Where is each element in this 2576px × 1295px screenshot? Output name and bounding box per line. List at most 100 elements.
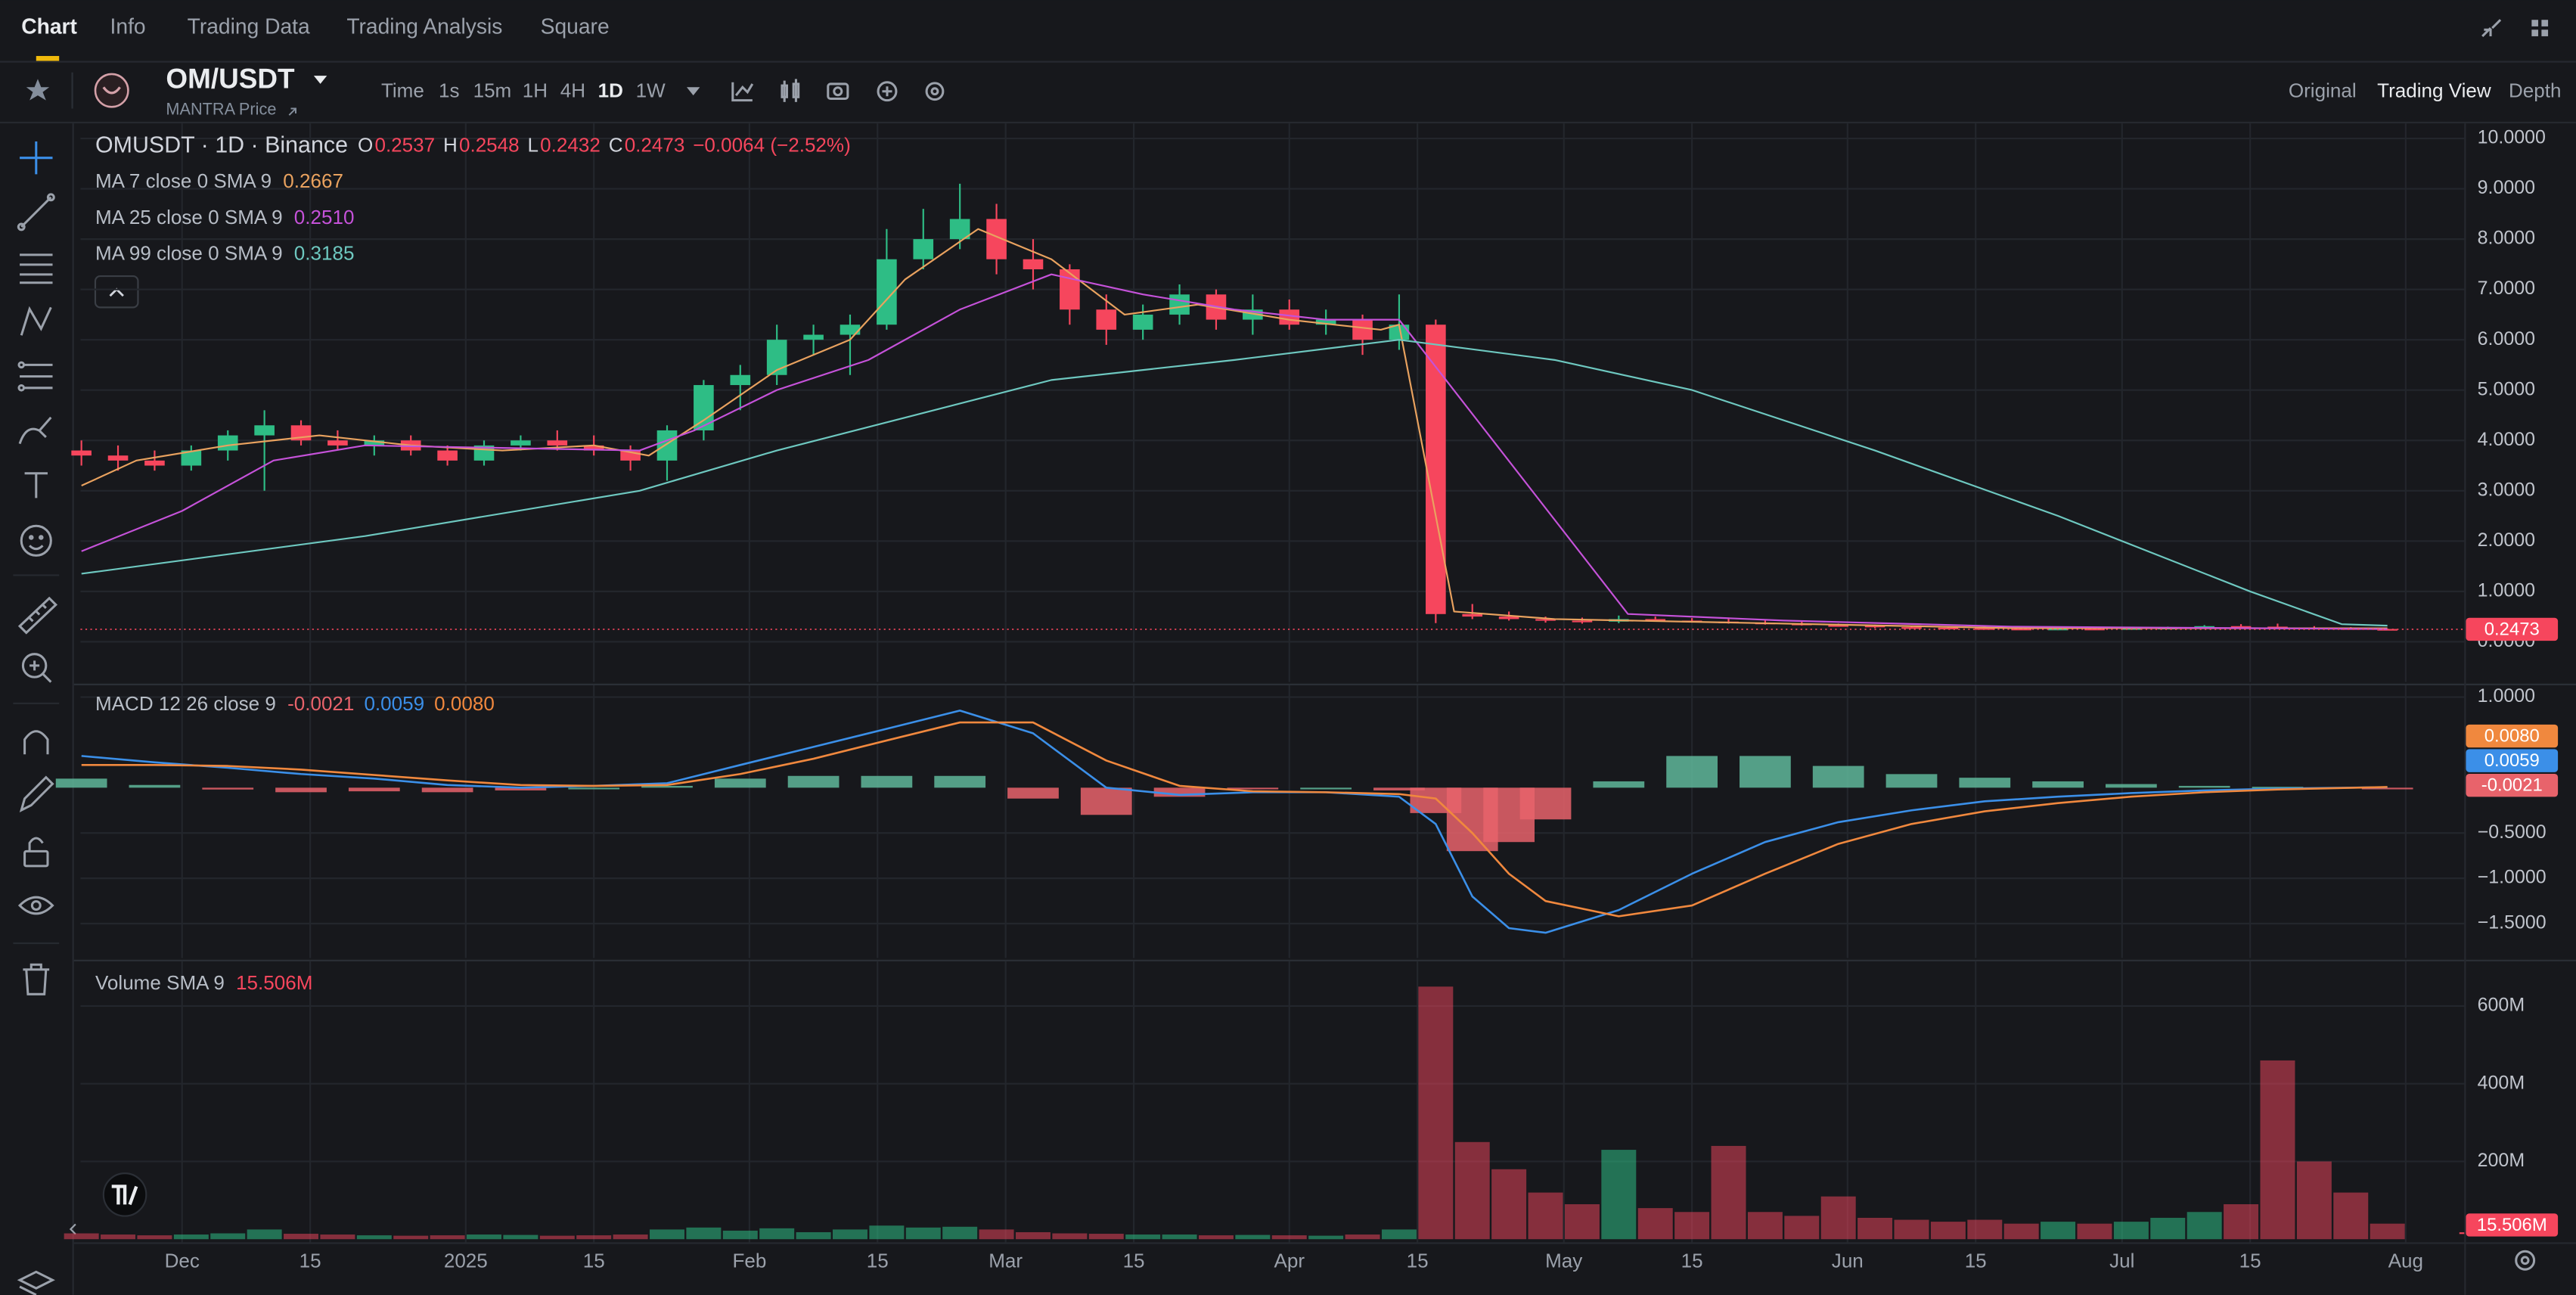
histogram-bar <box>787 775 840 788</box>
indicator-title: Volume SMA 9 <box>95 971 225 994</box>
histogram-bar <box>1519 787 1572 820</box>
layers-icon[interactable] <box>17 1270 55 1295</box>
histogram-bar <box>714 778 766 788</box>
drawing-mode-tool[interactable] <box>19 775 54 812</box>
histogram-label-bg <box>2466 773 2559 797</box>
tab[interactable]: Chart <box>21 14 77 39</box>
last-price-label: 0.2473 <box>2484 619 2540 639</box>
histogram-bar <box>1666 756 1718 788</box>
symbol[interactable]: OM/USDT <box>166 63 295 94</box>
candle-body <box>2011 629 2031 631</box>
view-option[interactable]: Trading View <box>2377 79 2491 102</box>
pattern-tool[interactable] <box>20 306 52 336</box>
ruler-tool[interactable] <box>17 596 58 635</box>
candle-body <box>949 219 970 240</box>
delete-tool[interactable] <box>23 963 50 995</box>
settings-icon[interactable] <box>925 82 945 101</box>
volume-bar <box>467 1234 502 1240</box>
collapse-legend-button[interactable] <box>94 275 139 309</box>
token-logo <box>94 73 129 108</box>
volume-bar <box>1052 1233 1088 1240</box>
volume-bar <box>430 1235 465 1240</box>
candle-body <box>107 455 129 461</box>
crosshair-tool[interactable] <box>20 141 53 175</box>
histogram-bar <box>1959 778 2011 788</box>
volume-bar <box>284 1234 319 1240</box>
screenshot-icon[interactable] <box>827 82 849 101</box>
external-link-icon[interactable] <box>288 107 296 116</box>
candle-body <box>1535 619 1556 621</box>
interval[interactable]: 15m <box>473 79 512 102</box>
collapse-icon[interactable] <box>2481 19 2502 38</box>
volume-sma-value: 15.506M <box>236 971 312 994</box>
x-tick-label: Dec <box>165 1249 200 1272</box>
volume-bar <box>1235 1234 1271 1240</box>
candle-body <box>254 425 275 436</box>
tab[interactable]: Trading Analysis <box>346 14 502 39</box>
volume-bar <box>2224 1203 2259 1240</box>
volume-bar <box>1528 1192 1563 1240</box>
candle-body <box>2194 626 2214 628</box>
y-tick-label: 400M <box>2478 1072 2525 1093</box>
volume-bar <box>2370 1223 2405 1240</box>
volume-bar <box>1345 1234 1380 1240</box>
candle-body <box>364 440 385 446</box>
x-tick-label: 15 <box>2239 1249 2261 1272</box>
interval[interactable]: 1W <box>636 79 666 102</box>
volume-bar <box>1930 1222 1966 1240</box>
ohlc-label: O <box>358 133 373 156</box>
view-option[interactable]: Depth <box>2509 79 2562 102</box>
ma-legend-value: 0.3185 <box>294 242 355 265</box>
chart-type-icon[interactable] <box>781 79 800 102</box>
axis-settings-icon[interactable] <box>2515 1250 2536 1271</box>
histogram-bar <box>1373 787 1425 790</box>
candle-body <box>1645 619 1666 621</box>
zoom-tool[interactable] <box>21 653 52 683</box>
interval[interactable]: Time <box>381 79 424 102</box>
add-icon[interactable] <box>877 81 898 102</box>
fib-tool[interactable] <box>17 361 53 392</box>
trendline-tool[interactable] <box>17 193 55 231</box>
visibility-tool[interactable] <box>17 896 54 915</box>
hline-tool[interactable] <box>20 253 53 284</box>
y-tick-label: −1.0000 <box>2478 867 2547 888</box>
tab[interactable]: Info <box>110 14 146 39</box>
interval-dropdown[interactable] <box>686 87 700 96</box>
candle-body <box>437 450 458 461</box>
interval[interactable]: 1s <box>439 79 460 102</box>
magnet-tool[interactable] <box>23 730 49 755</box>
histogram-bar <box>934 775 986 788</box>
emoji-tool[interactable] <box>20 524 52 557</box>
x-tick-label: 15 <box>1965 1249 1987 1272</box>
tab-underline <box>36 56 60 61</box>
text-tool[interactable] <box>24 472 48 498</box>
brush-tool[interactable] <box>18 416 52 445</box>
favorite-icon[interactable] <box>26 79 50 101</box>
symbol-caret[interactable] <box>313 76 327 84</box>
y-tick-label: 2.0000 <box>2478 529 2535 551</box>
candle-body <box>1572 620 1593 623</box>
interval[interactable]: 4H <box>560 79 585 102</box>
scroll-left[interactable] <box>69 1223 76 1235</box>
ma-legend-name: MA 7 close 0 SMA 9 <box>95 169 272 192</box>
volume-bar <box>759 1228 795 1240</box>
volume-bar <box>979 1229 1014 1240</box>
y-tick-label: −0.5000 <box>2478 821 2547 843</box>
symbol-subtitle[interactable]: MANTRA Price <box>166 99 276 118</box>
lock-tool[interactable] <box>23 837 49 868</box>
volume-bar <box>722 1230 758 1240</box>
ohlc-value: 0.2473 <box>625 133 685 156</box>
layout-icon[interactable] <box>2531 20 2549 36</box>
view-option[interactable]: Original <box>2289 79 2357 102</box>
interval[interactable]: 1H <box>523 79 548 102</box>
volume-bar <box>1784 1216 1820 1240</box>
candle-body <box>181 450 202 466</box>
histogram-bar <box>641 785 693 788</box>
interval[interactable]: 1D <box>598 79 623 102</box>
tab[interactable]: Square <box>541 14 610 39</box>
indicator-icon[interactable] <box>731 82 754 102</box>
macd-label-bg <box>2466 749 2559 772</box>
volume-bar <box>2186 1212 2222 1240</box>
histogram-bar <box>2361 787 2413 790</box>
tab[interactable]: Trading Data <box>188 14 310 39</box>
